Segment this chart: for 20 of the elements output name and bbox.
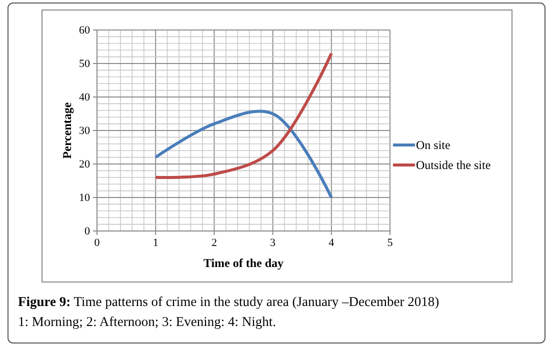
text: 1: Morning; 2: Afternoon; 3: Evening: 4: Night. <box>18 314 276 329</box>
y-axis-title: Percentage <box>60 102 74 159</box>
y-tick-label: 20 <box>79 158 90 171</box>
y-tick-label: 60 <box>79 24 90 37</box>
x-tick-label: 5 <box>387 236 394 249</box>
x-axis-title: Time of the day <box>203 256 284 270</box>
line-series <box>154 52 333 179</box>
legend-label: Outside the site <box>416 158 491 172</box>
x-tick-label: 0 <box>94 236 100 249</box>
y-tick-label: 50 <box>79 58 90 70</box>
x-tick-label: 1 <box>152 236 158 249</box>
legend-label: On site <box>416 138 450 152</box>
y-tick-label: 30 <box>79 125 90 138</box>
x-tick-label: 2 <box>211 236 217 249</box>
text: Figure 9: Time patterns of crime in the study area (January –December 2018) <box>18 294 440 309</box>
y-tick-label: 10 <box>79 192 90 204</box>
x-tick-label: 3 <box>270 236 276 249</box>
y-tick-label: 0 <box>84 226 90 238</box>
x-tick-label: 4 <box>328 236 335 249</box>
y-tick-label: 40 <box>79 92 90 104</box>
